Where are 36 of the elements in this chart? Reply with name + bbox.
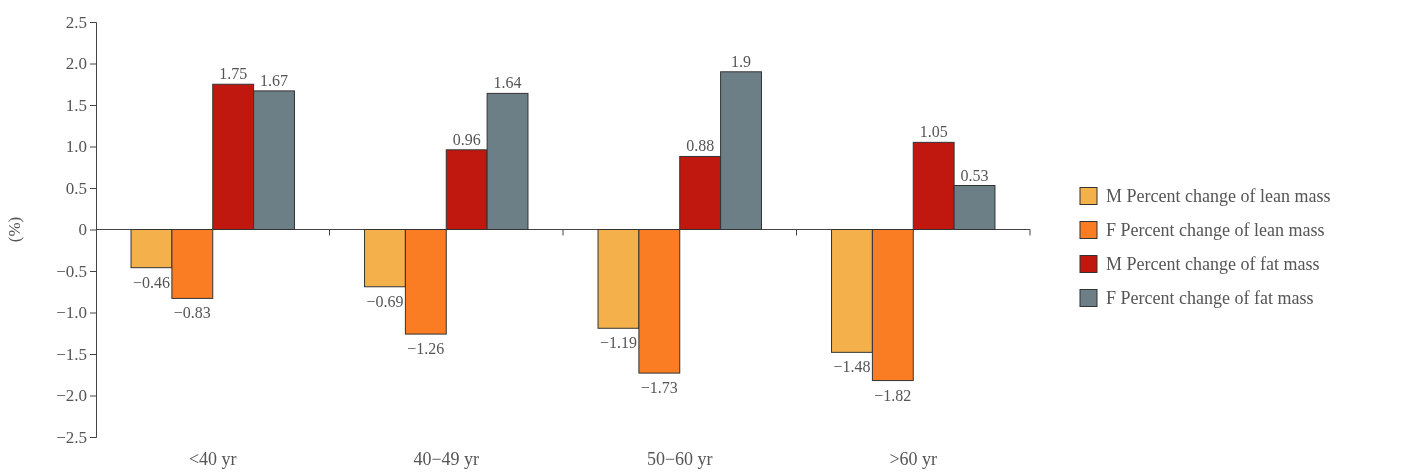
y-tick-label: 0.5 bbox=[65, 178, 87, 198]
x-tick-label: >60 yr bbox=[889, 449, 938, 469]
legend-label: F Percent change of fat mass bbox=[1106, 287, 1314, 308]
y-tick-label: −1.5 bbox=[56, 344, 87, 364]
data-label: −0.83 bbox=[173, 304, 211, 322]
data-label: 0.96 bbox=[452, 130, 481, 148]
y-tick-label: 1.0 bbox=[65, 137, 87, 157]
data-label: −1.26 bbox=[407, 340, 445, 358]
data-label: 0.88 bbox=[686, 137, 715, 155]
y-tick-label: 2.5 bbox=[65, 12, 87, 32]
data-label: −0.46 bbox=[132, 273, 170, 291]
y-tick-label: 2.0 bbox=[65, 54, 87, 74]
data-label: 1.75 bbox=[219, 65, 248, 83]
y-tick-label: −2.5 bbox=[56, 427, 87, 447]
legend-label: M Percent change of fat mass bbox=[1106, 253, 1320, 274]
y-tick-label: −2.0 bbox=[56, 386, 87, 406]
data-label: 1.67 bbox=[260, 71, 289, 89]
y-axis-title: (%) bbox=[5, 216, 24, 243]
legend-label: M Percent change of lean mass bbox=[1106, 185, 1331, 206]
data-label: −1.82 bbox=[874, 386, 912, 404]
x-tick-label: <40 yr bbox=[188, 449, 237, 469]
data-label: 0.53 bbox=[960, 166, 989, 184]
data-label: −1.73 bbox=[640, 379, 678, 397]
data-label: 1.9 bbox=[731, 52, 752, 70]
y-tick-label: −0.5 bbox=[56, 261, 87, 281]
data-label: −0.69 bbox=[366, 292, 404, 310]
legend-label: F Percent change of lean mass bbox=[1106, 219, 1325, 240]
y-tick-label: −1.0 bbox=[56, 303, 87, 323]
y-tick-label: 0 bbox=[78, 220, 87, 240]
data-label: −1.48 bbox=[833, 358, 871, 376]
data-label: 1.05 bbox=[919, 123, 948, 141]
x-tick-label: 50−60 yr bbox=[646, 449, 713, 469]
x-tick-label: 40−49 yr bbox=[413, 449, 480, 469]
data-label: −1.19 bbox=[599, 334, 637, 352]
data-label: 1.64 bbox=[493, 74, 522, 92]
y-tick-label: 1.5 bbox=[65, 95, 87, 115]
